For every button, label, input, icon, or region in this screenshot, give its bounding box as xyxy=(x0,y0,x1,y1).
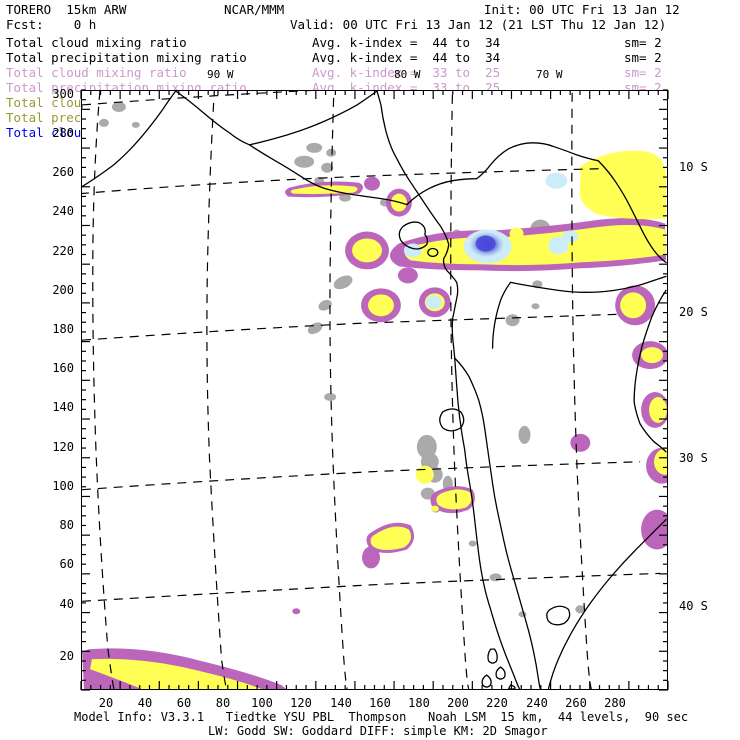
x-tick-240: 240 xyxy=(526,696,548,710)
y-tick-140: 140 xyxy=(52,400,74,414)
lat-label-10s: 10 S xyxy=(679,160,708,174)
y-tick-40: 40 xyxy=(59,597,74,611)
x-tick-220: 220 xyxy=(486,696,508,710)
valid-time-label: Valid: 00 UTC Fri 13 Jan 12 (21 LST Thu … xyxy=(290,17,667,32)
legend-label-2: Total cloud mixing ratio xyxy=(6,65,187,80)
lon-label-90w: 90 W xyxy=(207,68,234,81)
y-tick-60: 60 xyxy=(59,557,74,571)
legend-label-0: Total cloud mixing ratio xyxy=(6,35,187,50)
x-tick-200: 200 xyxy=(447,696,469,710)
y-tick-280: 280 xyxy=(52,126,74,140)
map-plot-area[interactable] xyxy=(81,90,668,690)
legend-sm-2: sm= 2 xyxy=(624,65,662,80)
x-tick-80: 80 xyxy=(215,696,231,710)
map-canvas xyxy=(82,91,667,689)
model-info-line-2: LW: Godd SW: Goddard DIFF: simple KM: 2D… xyxy=(208,724,548,738)
center-label: NCAR/MMM xyxy=(224,2,285,17)
lat-label-40s: 40 S xyxy=(679,599,708,613)
y-tick-200: 200 xyxy=(52,283,74,297)
x-tick-260: 260 xyxy=(565,696,587,710)
x-tick-120: 120 xyxy=(290,696,312,710)
legend-sm-1: sm= 2 xyxy=(624,50,662,65)
legend-avg-0: Avg. k-index = 44 to 34 xyxy=(312,35,501,50)
legend-avg-1: Avg. k-index = 44 to 34 xyxy=(312,50,501,65)
x-tick-140: 140 xyxy=(330,696,352,710)
x-tick-100: 100 xyxy=(251,696,273,710)
coastline-and-borders xyxy=(82,91,667,689)
y-tick-180: 180 xyxy=(52,322,74,336)
legend-sm-0: sm= 2 xyxy=(624,35,662,50)
init-time-label: Init: 00 UTC Fri 13 Jan 12 xyxy=(484,2,680,17)
legend-label-1: Total precipitation mixing ratio xyxy=(6,50,247,65)
y-tick-240: 240 xyxy=(52,204,74,218)
model-title: TORERO 15km ARW xyxy=(6,2,127,17)
model-info-line-1: Model Info: V3.3.1 Tiedtke YSU PBL Thomp… xyxy=(74,710,689,724)
lat-label-30s: 30 S xyxy=(679,451,708,465)
legend-avg-2: Avg. k-index = 33 to 25 xyxy=(312,65,501,80)
y-tick-260: 260 xyxy=(52,165,74,179)
x-tick-160: 160 xyxy=(369,696,391,710)
blue-core-inner xyxy=(475,235,496,252)
y-tick-120: 120 xyxy=(52,440,74,454)
y-tick-220: 220 xyxy=(52,244,74,258)
y-tick-80: 80 xyxy=(59,518,74,532)
lon-label-80w: 80 W xyxy=(394,68,421,81)
y-tick-100: 100 xyxy=(52,479,74,493)
x-tick-180: 180 xyxy=(408,696,430,710)
y-tick-300: 300 xyxy=(52,87,74,101)
mixing-ratio-fields xyxy=(82,101,667,689)
lon-label-70w: 70 W xyxy=(536,68,563,81)
lat-label-20s: 20 S xyxy=(679,305,708,319)
y-tick-20: 20 xyxy=(59,649,74,663)
yellow-field xyxy=(89,150,667,689)
y-tick-160: 160 xyxy=(52,361,74,375)
plum-field xyxy=(82,104,667,689)
x-tick-280: 280 xyxy=(604,696,626,710)
graticule xyxy=(82,91,661,689)
x-tick-20: 20 xyxy=(98,696,114,710)
forecast-hour-label: Fcst: 0 h xyxy=(6,17,97,32)
x-tick-40: 40 xyxy=(137,696,153,710)
x-tick-60: 60 xyxy=(176,696,192,710)
